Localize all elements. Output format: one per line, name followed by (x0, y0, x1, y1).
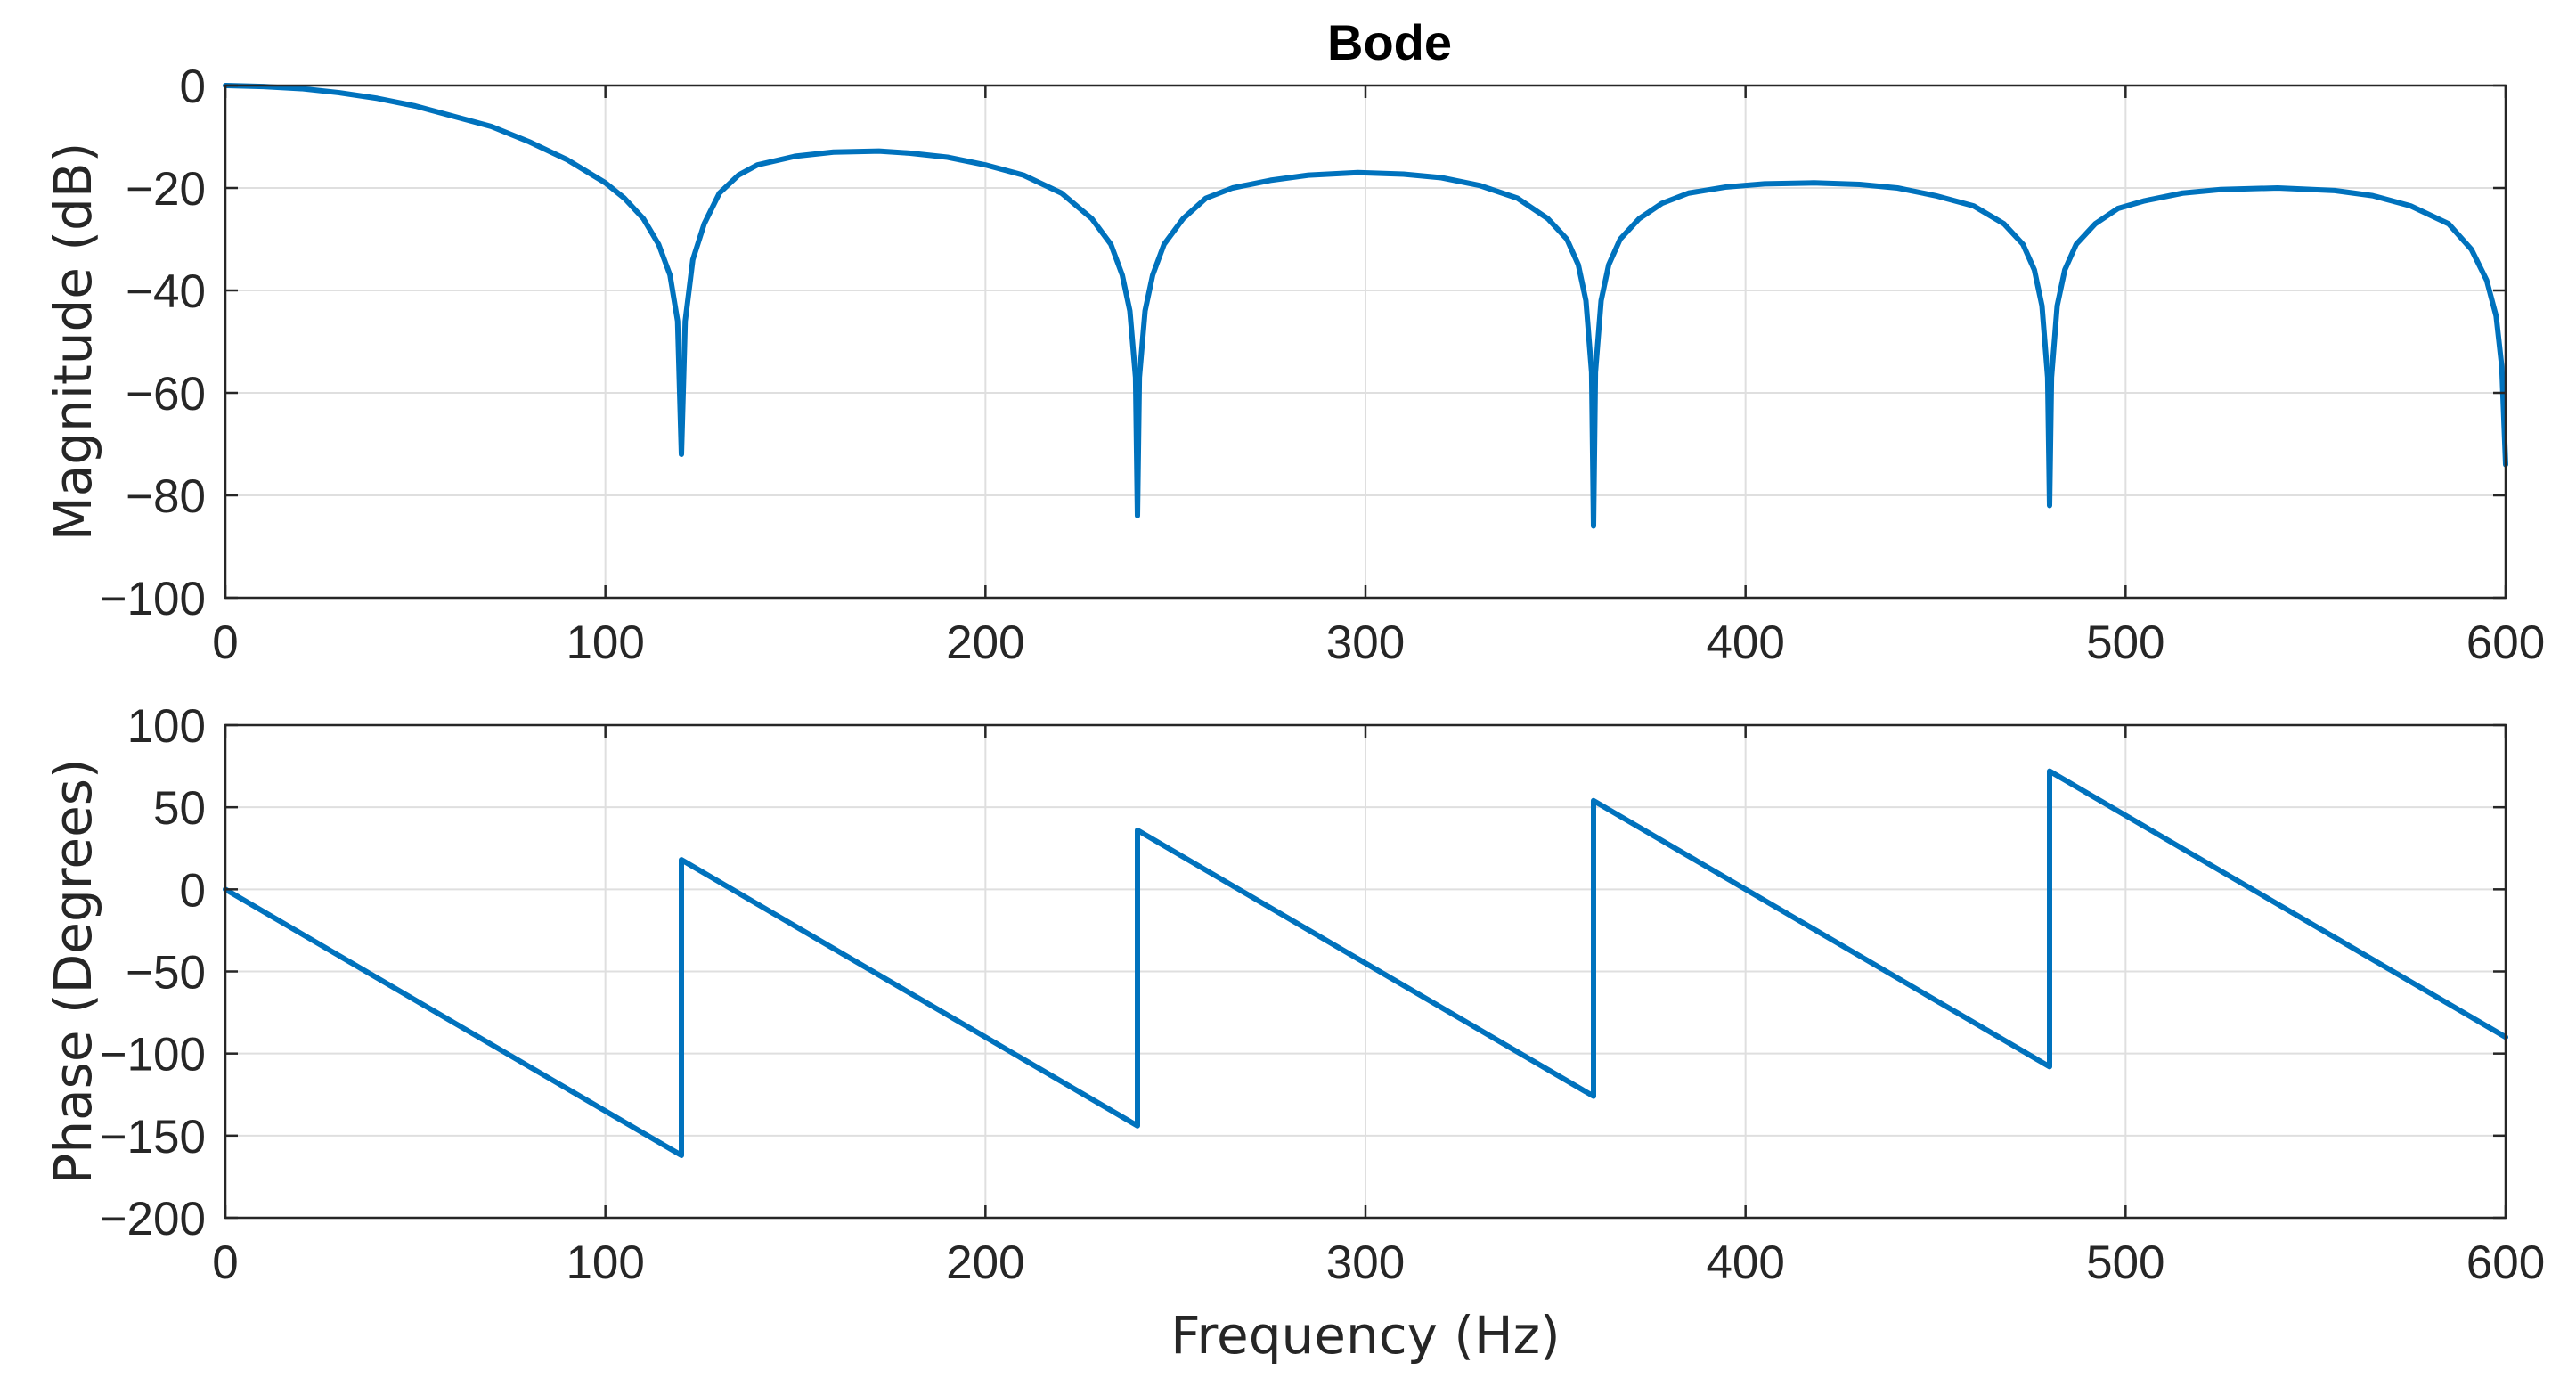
phase-y-tick-label: −150 (100, 1111, 206, 1163)
magnitude-y-tick-label: 0 (180, 61, 206, 113)
magnitude-x-tick-label: 0 (212, 616, 238, 669)
phase-x-axis-label: Frequency (Hz) (1170, 1305, 1560, 1366)
phase-axes: 0 100 200 300 400 500 600100500−50−100−150−200… (43, 700, 2545, 1366)
magnitude-x-tick-label: 100 (566, 616, 644, 669)
phase-x-tick-label: 400 (1706, 1236, 1784, 1289)
chart-title: Bode (1327, 14, 1452, 70)
magnitude-y-tick-label: −100 (100, 573, 206, 625)
phase-y-tick-label: 100 (127, 700, 206, 753)
phase-x-tick-label: 0 (212, 1236, 238, 1289)
magnitude-x-tick-label: 500 (2086, 616, 2164, 669)
magnitude-x-tick-label: 300 (1326, 616, 1405, 669)
phase-y-tick-label: 50 (153, 782, 206, 835)
magnitude-axes: 0 100 200 300 400 500 600 0 −20 −40 −60 −80 −100 Magn… (43, 61, 2545, 669)
magnitude-x-tick-label: 600 (2466, 616, 2545, 669)
phase-y-axis-label: Phase (Degrees) (43, 758, 103, 1184)
magnitude-y-axis-label: Magnitude (dB) (43, 143, 103, 542)
phase-y-tick-label: −50 (126, 947, 206, 1000)
magnitude-y-tick-label: −20 (126, 163, 206, 216)
phase-y-tick-label: −100 (100, 1029, 206, 1081)
magnitude-y-tick-label: −60 (126, 368, 206, 420)
phase-x-tick-label: 600 (2466, 1236, 2545, 1289)
magnitude-x-tick-label: 400 (1706, 616, 1784, 669)
phase-y-tick-label: −200 (100, 1193, 206, 1245)
phase-series-line (223, 768, 2508, 1158)
magnitude-x-tick-label: 200 (946, 616, 1024, 669)
magnitude-y-tick-label: −40 (126, 265, 206, 318)
magnitude-series-line (223, 83, 2508, 529)
magnitude-y-tick-label: −80 (126, 470, 206, 523)
phase-x-tick-label: 500 (2086, 1236, 2164, 1289)
phase-x-tick-label: 100 (566, 1236, 644, 1289)
phase-y-tick-label: 0 (180, 864, 206, 917)
phase-x-tick-label: 300 (1326, 1236, 1405, 1289)
phase-x-tick-label: 200 (946, 1236, 1024, 1289)
